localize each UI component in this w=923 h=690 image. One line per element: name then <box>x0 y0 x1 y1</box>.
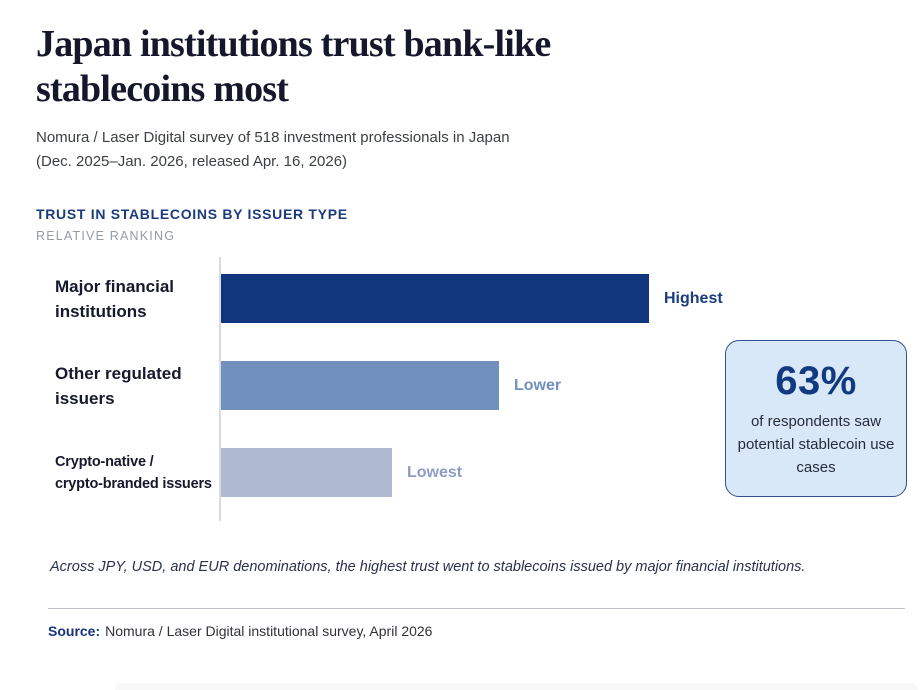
callout-description: of respondents saw potential stablecoin … <box>737 412 895 476</box>
source-line: Source: Nomura / Laser Digital institutio… <box>48 623 432 639</box>
bar <box>221 361 499 410</box>
chart-axis-line <box>219 257 221 521</box>
bar-row: Lowest <box>221 448 462 497</box>
bar-value-label: Lowest <box>407 463 463 481</box>
callout-stat: 63% <box>775 358 857 403</box>
category-label-major-financial: Major financial institutions <box>55 274 219 323</box>
footnote: Across JPY, USD, and EUR denominations, … <box>50 559 806 575</box>
category-label-line: Crypto-native / <box>55 453 154 470</box>
category-label-line: Major financial <box>55 276 175 296</box>
page-title-line-2: stablecoins most <box>36 68 289 110</box>
category-label-crypto-native: Crypto-native / crypto-branded issuers <box>55 448 219 497</box>
chart-title: TRUST IN STABLECOINS BY ISSUER TYPE <box>36 206 348 222</box>
category-label-line: Other regulated <box>55 363 182 383</box>
category-label-line: issuers <box>55 388 115 408</box>
bar <box>221 448 392 497</box>
survey-subtitle-line-2: (Dec. 2025–Jan. 2026, released Apr. 16, … <box>36 153 348 170</box>
bar-row: Highest <box>221 274 723 323</box>
category-label-line: crypto-branded issuers <box>55 475 212 492</box>
source-text: Nomura / Laser Digital institutional sur… <box>105 623 433 639</box>
page-title: Japan institutions trust bank-like stabl… <box>36 22 776 112</box>
source-label: Source: <box>48 623 101 639</box>
bar-value-label: Lower <box>514 376 562 394</box>
bar-row: Lower <box>221 361 561 410</box>
survey-subtitle-line-1: Nomura / Laser Digital survey of 518 inv… <box>36 129 510 146</box>
footer-divider <box>48 608 905 609</box>
bottom-edge-shadow <box>115 683 918 690</box>
survey-subtitle: Nomura / Laser Digital survey of 518 inv… <box>36 126 736 174</box>
page-title-line-1: Japan institutions trust bank-like <box>36 23 551 65</box>
category-label-other-regulated: Other regulated issuers <box>55 361 219 410</box>
bar <box>221 274 649 323</box>
chart-subtitle: RELATIVE RANKING <box>36 229 176 243</box>
callout-box: 63% of respondents saw potential stablec… <box>725 340 907 497</box>
category-label-line: institutions <box>55 301 147 321</box>
bar-value-label: Highest <box>664 289 723 307</box>
